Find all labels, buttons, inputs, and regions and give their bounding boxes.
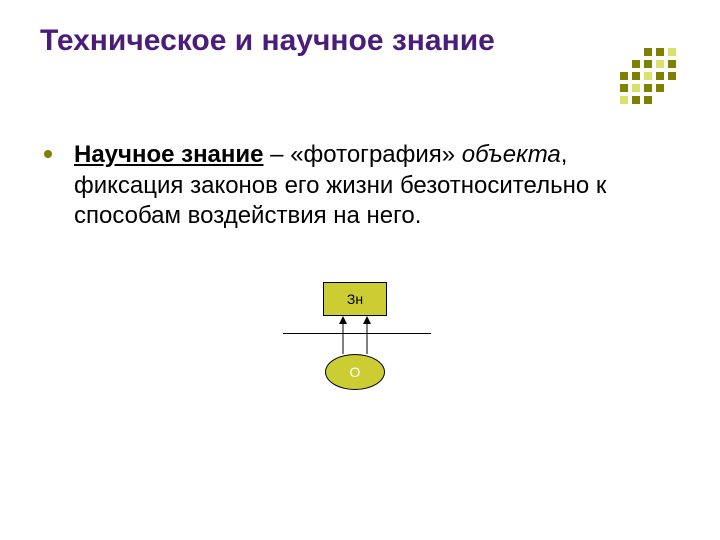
deco-dot	[620, 84, 628, 92]
deco-dot	[668, 96, 676, 104]
body-bullet: Научное знание – «фотография» объекта, ф…	[46, 140, 646, 232]
deco-dot	[656, 48, 664, 56]
deco-dot	[668, 84, 676, 92]
deco-dot	[668, 48, 676, 56]
deco-dot	[656, 84, 664, 92]
text-after-term: – «фотография»	[264, 141, 462, 168]
deco-dot	[656, 60, 664, 68]
deco-dot	[668, 72, 676, 80]
deco-dot	[620, 96, 628, 104]
italic-object: объекта	[462, 141, 561, 168]
deco-dot	[644, 96, 652, 104]
bullet-text: Научное знание – «фотография» объекта, ф…	[74, 140, 646, 232]
deco-dot	[656, 72, 664, 80]
term-scientific-knowledge: Научное знание	[74, 141, 264, 168]
corner-decoration	[620, 48, 676, 104]
deco-dot	[644, 48, 652, 56]
deco-dot	[632, 96, 640, 104]
knowledge-object-diagram: Зн О	[265, 280, 465, 460]
diagram-arrows	[265, 280, 465, 460]
deco-dot	[644, 72, 652, 80]
slide-title: Техническое и научное знание	[40, 24, 495, 58]
deco-dot	[632, 60, 640, 68]
deco-dot	[632, 84, 640, 92]
bullet-dot-icon	[44, 150, 52, 158]
deco-dot	[644, 84, 652, 92]
deco-dot	[644, 60, 652, 68]
deco-dot	[656, 96, 664, 104]
deco-dot	[620, 72, 628, 80]
deco-dot	[620, 48, 628, 56]
deco-dot	[620, 60, 628, 68]
deco-dot	[632, 48, 640, 56]
deco-dot	[668, 60, 676, 68]
deco-dot	[632, 72, 640, 80]
